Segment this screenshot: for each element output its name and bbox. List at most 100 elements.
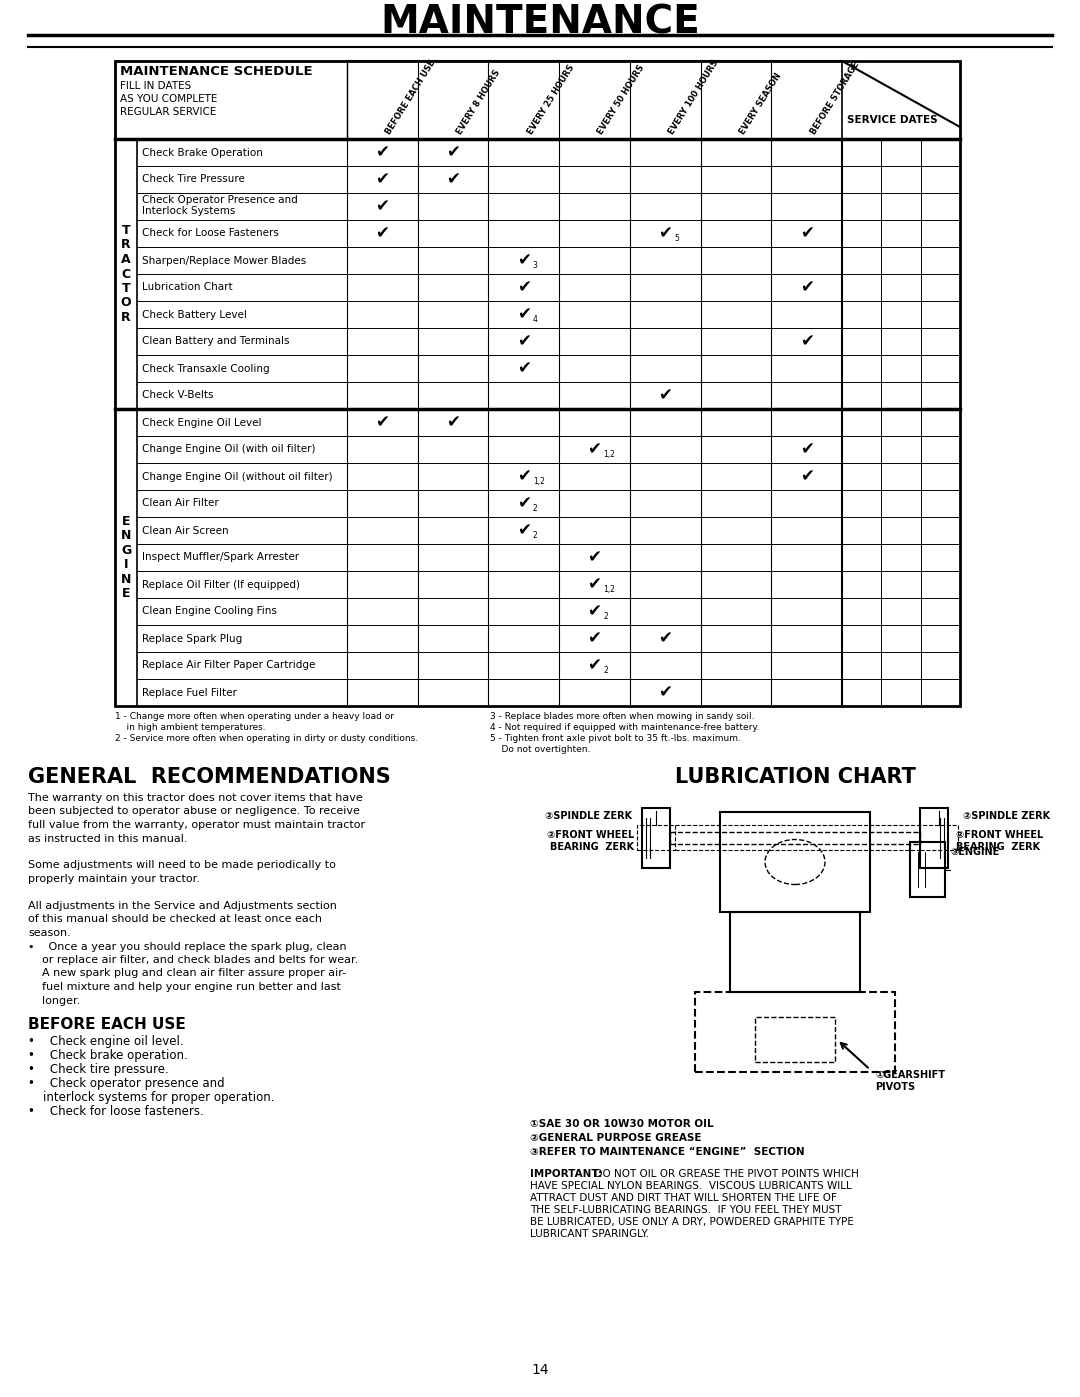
Text: FILL IN DATES
AS YOU COMPLETE
REGULAR SERVICE: FILL IN DATES AS YOU COMPLETE REGULAR SE… [120, 81, 217, 117]
Text: Check for Loose Fasteners: Check for Loose Fasteners [141, 229, 279, 239]
Text: SERVICE DATES: SERVICE DATES [847, 115, 937, 124]
Text: Check Brake Operation: Check Brake Operation [141, 148, 262, 158]
Text: ②SPINDLE ZERK: ②SPINDLE ZERK [963, 812, 1050, 821]
Text: LUBRICANT SPARINGLY.: LUBRICANT SPARINGLY. [530, 1229, 649, 1239]
Text: BE LUBRICATED, USE ONLY A DRY, POWDERED GRAPHITE TYPE: BE LUBRICATED, USE ONLY A DRY, POWDERED … [530, 1217, 854, 1227]
Text: Replace Oil Filter (If equipped): Replace Oil Filter (If equipped) [141, 580, 300, 590]
Text: EVERY 8 HOURS: EVERY 8 HOURS [455, 68, 502, 136]
Text: been subjected to operator abuse or negligence. To receive: been subjected to operator abuse or negl… [28, 806, 360, 816]
Text: Lubrication Chart: Lubrication Chart [141, 282, 232, 292]
Text: Check Transaxle Cooling: Check Transaxle Cooling [141, 363, 270, 373]
Text: ③REFER TO MAINTENANCE “ENGINE”  SECTION: ③REFER TO MAINTENANCE “ENGINE” SECTION [530, 1147, 805, 1157]
Text: ✔: ✔ [659, 683, 672, 701]
Text: Change Engine Oil (with oil filter): Change Engine Oil (with oil filter) [141, 444, 315, 454]
Bar [696, 992, 895, 1071]
Text: ✔: ✔ [659, 387, 672, 405]
Text: Clean Battery and Terminals: Clean Battery and Terminals [141, 337, 289, 346]
Text: ✔: ✔ [799, 332, 813, 351]
Text: Replace Air Filter Paper Cartridge: Replace Air Filter Paper Cartridge [141, 661, 315, 671]
Text: ✔: ✔ [446, 170, 460, 189]
Text: ✔: ✔ [517, 495, 530, 513]
Text: 14: 14 [531, 1363, 549, 1377]
Text: ✔: ✔ [376, 225, 389, 243]
Text: A new spark plug and clean air filter assure proper air-: A new spark plug and clean air filter as… [28, 968, 346, 978]
Text: ✔: ✔ [446, 414, 460, 432]
Text: ①GEARSHIFT
PIVOTS: ①GEARSHIFT PIVOTS [875, 1070, 945, 1092]
Text: ②FRONT WHEEL
BEARING  ZERK: ②FRONT WHEEL BEARING ZERK [956, 830, 1043, 852]
Text: Clean Air Filter: Clean Air Filter [141, 499, 219, 509]
Text: ✔: ✔ [517, 251, 530, 270]
Text: •    Check engine oil level.: • Check engine oil level. [28, 1035, 184, 1048]
Text: Inspect Muffler/Spark Arrester: Inspect Muffler/Spark Arrester [141, 552, 299, 563]
Text: 2: 2 [604, 612, 608, 622]
Text: Clean Engine Cooling Fins: Clean Engine Cooling Fins [141, 606, 276, 616]
Text: Check V-Belts: Check V-Belts [141, 391, 214, 401]
Bar [637, 826, 675, 849]
Text: The warranty on this tractor does not cover items that have: The warranty on this tractor does not co… [28, 793, 363, 803]
Text: ✔: ✔ [517, 306, 530, 324]
Text: MAINTENANCE: MAINTENANCE [380, 4, 700, 42]
Text: 2: 2 [532, 531, 538, 541]
Text: ✔: ✔ [517, 332, 530, 351]
Text: ①SAE 30 OR 10W30 MOTOR OIL: ①SAE 30 OR 10W30 MOTOR OIL [530, 1119, 714, 1129]
Text: ✔: ✔ [659, 225, 672, 243]
Text: EVERY 50 HOURS: EVERY 50 HOURS [596, 63, 647, 136]
Text: ATTRACT DUST AND DIRT THAT WILL SHORTEN THE LIFE OF: ATTRACT DUST AND DIRT THAT WILL SHORTEN … [530, 1193, 837, 1203]
Text: All adjustments in the Service and Adjustments section: All adjustments in the Service and Adjus… [28, 901, 337, 911]
Bar [720, 812, 870, 912]
Text: 5 - Tighten front axle pivot bolt to 35 ft.-lbs. maximum.: 5 - Tighten front axle pivot bolt to 35 … [490, 733, 741, 743]
Text: LUBRICATION CHART: LUBRICATION CHART [675, 767, 916, 787]
Bar [920, 826, 958, 849]
Text: E
N
G
I
N
E: E N G I N E [121, 514, 131, 601]
Text: 2: 2 [532, 504, 538, 513]
Text: ✔: ✔ [799, 440, 813, 458]
Text: EVERY 25 HOURS: EVERY 25 HOURS [526, 63, 576, 136]
Text: longer.: longer. [28, 996, 80, 1006]
Text: •    Once a year you should replace the spark plug, clean: • Once a year you should replace the spa… [28, 942, 347, 951]
Text: T
R
A
C
T
O
R: T R A C T O R [121, 224, 132, 324]
Text: season.: season. [28, 928, 71, 937]
Text: 1 - Change more often when operating under a heavy load or: 1 - Change more often when operating und… [114, 712, 394, 721]
Text: 1,2: 1,2 [532, 476, 544, 486]
Text: IMPORTANT:: IMPORTANT: [530, 1169, 603, 1179]
Bar [920, 807, 948, 868]
Text: full value from the warranty, operator must maintain tractor: full value from the warranty, operator m… [28, 820, 365, 830]
Text: GENERAL  RECOMMENDATIONS: GENERAL RECOMMENDATIONS [28, 767, 391, 787]
Text: •    Check operator presence and: • Check operator presence and [28, 1077, 225, 1090]
Text: or replace air filter, and check blades and belts for wear.: or replace air filter, and check blades … [28, 956, 359, 965]
Text: Change Engine Oil (without oil filter): Change Engine Oil (without oil filter) [141, 472, 333, 482]
Text: Clean Air Screen: Clean Air Screen [141, 525, 229, 535]
Text: Check Battery Level: Check Battery Level [141, 310, 247, 320]
Text: •    Check for loose fasteners.: • Check for loose fasteners. [28, 1105, 204, 1118]
Text: Check Operator Presence and
Interlock Systems: Check Operator Presence and Interlock Sy… [141, 196, 298, 217]
Text: ✔: ✔ [376, 170, 389, 189]
Text: •    Check brake operation.: • Check brake operation. [28, 1049, 188, 1062]
Text: THE SELF-LUBRICATING BEARINGS.  IF YOU FEEL THEY MUST: THE SELF-LUBRICATING BEARINGS. IF YOU FE… [530, 1206, 841, 1215]
Text: of this manual should be checked at least once each: of this manual should be checked at leas… [28, 915, 322, 925]
Text: Replace Spark Plug: Replace Spark Plug [141, 633, 242, 644]
Text: 4: 4 [532, 314, 538, 324]
Text: EVERY 100 HOURS: EVERY 100 HOURS [667, 59, 720, 136]
Text: fuel mixture and help your engine run better and last: fuel mixture and help your engine run be… [28, 982, 341, 992]
Text: ✔: ✔ [588, 576, 602, 594]
Bar [730, 912, 860, 992]
Text: ✔: ✔ [588, 549, 602, 567]
Text: •    Check tire pressure.: • Check tire pressure. [28, 1063, 168, 1076]
Text: ✔: ✔ [799, 468, 813, 486]
Text: ✔: ✔ [517, 278, 530, 296]
Text: properly maintain your tractor.: properly maintain your tractor. [28, 875, 200, 884]
Text: Some adjustments will need to be made periodically to: Some adjustments will need to be made pe… [28, 861, 336, 870]
Text: as instructed in this manual.: as instructed in this manual. [28, 834, 188, 844]
Text: ✔: ✔ [659, 630, 672, 647]
Text: in high ambient temperatures.: in high ambient temperatures. [114, 724, 266, 732]
Text: ②FRONT WHEEL
BEARING  ZERK: ②FRONT WHEEL BEARING ZERK [546, 830, 634, 852]
Text: ✔: ✔ [588, 440, 602, 458]
Text: 2: 2 [604, 666, 608, 675]
Bar [642, 807, 670, 868]
Text: 1,2: 1,2 [604, 585, 616, 594]
Text: ✔: ✔ [376, 197, 389, 215]
Text: 2 - Service more often when operating in dirty or dusty conditions.: 2 - Service more often when operating in… [114, 733, 418, 743]
Text: BEFORE EACH USE: BEFORE EACH USE [384, 59, 437, 136]
Text: ✔: ✔ [517, 359, 530, 377]
Bar [910, 842, 945, 897]
